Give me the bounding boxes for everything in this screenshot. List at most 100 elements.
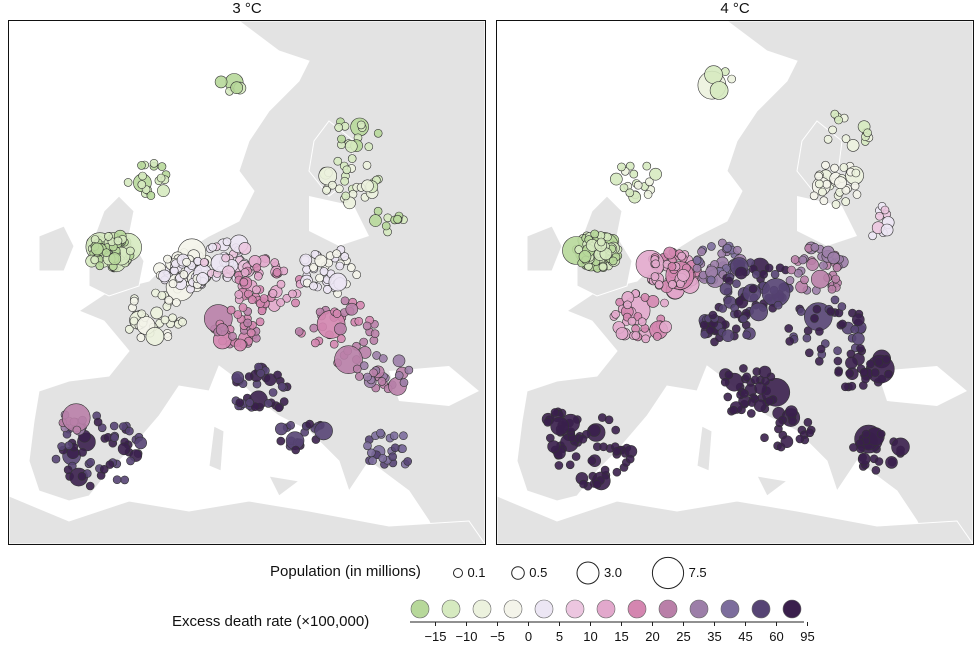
city-marker: [850, 181, 860, 191]
city-marker: [90, 242, 104, 256]
city-marker: [876, 429, 886, 439]
city-marker: [785, 336, 795, 346]
city-marker: [651, 259, 660, 269]
city-marker: [399, 431, 408, 441]
city-marker: [230, 81, 243, 94]
city-marker: [653, 332, 662, 341]
city-marker: [378, 453, 388, 463]
city-marker: [839, 163, 849, 172]
city-marker: [340, 176, 350, 186]
city-marker: [125, 426, 134, 436]
city-marker: [882, 354, 891, 364]
city-marker: [404, 365, 414, 375]
city-marker: [646, 295, 660, 308]
city-marker: [85, 481, 95, 491]
city-marker: [723, 392, 733, 402]
city-marker: [238, 303, 248, 312]
city-marker: [149, 159, 159, 168]
city-marker: [837, 302, 847, 311]
city-marker: [332, 249, 341, 258]
city-marker: [341, 191, 351, 201]
panel-title-3c: 3 °C: [232, 0, 262, 17]
city-marker: [126, 246, 135, 256]
city-marker: [112, 475, 122, 485]
city-marker: [723, 243, 732, 253]
city-marker: [234, 290, 244, 299]
city-marker: [831, 200, 841, 209]
city-marker: [599, 442, 608, 452]
city-marker: [625, 188, 635, 198]
city-marker: [727, 74, 736, 84]
city-marker: [136, 333, 146, 342]
city-marker: [721, 329, 735, 343]
city-marker: [137, 180, 147, 189]
population-legend-title: Population (in millions): [270, 563, 421, 580]
city-marker: [571, 452, 581, 461]
rate-color-swatch: [441, 599, 461, 619]
city-marker: [157, 162, 167, 171]
city-marker: [612, 467, 622, 477]
city-marker: [361, 179, 374, 193]
city-marker: [314, 421, 333, 441]
city-marker: [126, 456, 135, 466]
city-marker: [692, 256, 702, 265]
city-marker: [592, 479, 602, 489]
city-marker: [291, 445, 301, 455]
city-marker: [851, 313, 865, 327]
city-marker: [875, 211, 884, 221]
city-marker: [826, 307, 836, 316]
city-marker: [838, 319, 847, 329]
city-marker: [754, 381, 767, 395]
city-marker: [305, 419, 315, 429]
rate-color-swatch: [534, 599, 554, 619]
city-marker: [158, 269, 171, 283]
city-marker: [222, 265, 235, 279]
city-marker: [137, 161, 146, 170]
city-marker: [274, 422, 288, 436]
city-marker: [625, 454, 635, 464]
city-marker: [329, 339, 339, 349]
city-marker: [359, 337, 369, 347]
city-marker: [831, 274, 841, 284]
city-marker: [208, 242, 217, 252]
city-marker: [641, 334, 650, 344]
city-marker: [392, 354, 406, 368]
rate-color-swatch: [410, 599, 430, 619]
city-marker: [740, 389, 749, 398]
city-marker: [77, 471, 87, 481]
city-marker: [86, 457, 95, 467]
city-marker: [834, 115, 843, 125]
city-marker: [849, 443, 858, 452]
city-marker: [363, 372, 372, 382]
city-marker: [832, 263, 842, 272]
city-marker: [654, 280, 664, 289]
city-marker: [255, 317, 265, 327]
city-marker: [600, 465, 610, 475]
city-marker: [340, 296, 350, 306]
city-marker: [856, 444, 865, 454]
city-marker: [362, 321, 372, 331]
city-marker: [288, 289, 297, 299]
city-marker: [845, 356, 858, 370]
city-marker: [233, 310, 243, 319]
city-marker: [697, 247, 706, 256]
city-marker: [827, 284, 837, 294]
city-marker: [587, 456, 597, 466]
city-marker: [608, 256, 618, 266]
city-marker: [814, 179, 824, 189]
city-marker: [243, 318, 252, 328]
city-marker: [677, 269, 690, 282]
city-marker: [393, 214, 402, 224]
city-marker: [748, 284, 758, 294]
city-marker: [863, 128, 872, 138]
map-panel-4c: [496, 20, 974, 545]
city-marker: [578, 434, 588, 444]
city-marker: [315, 273, 324, 283]
city-marker: [868, 231, 877, 241]
city-marker: [352, 270, 362, 279]
city-marker: [814, 356, 824, 366]
city-marker: [299, 253, 313, 267]
city-marker: [373, 206, 383, 216]
rate-tick-label: 35: [707, 629, 721, 644]
city-marker: [238, 242, 252, 255]
